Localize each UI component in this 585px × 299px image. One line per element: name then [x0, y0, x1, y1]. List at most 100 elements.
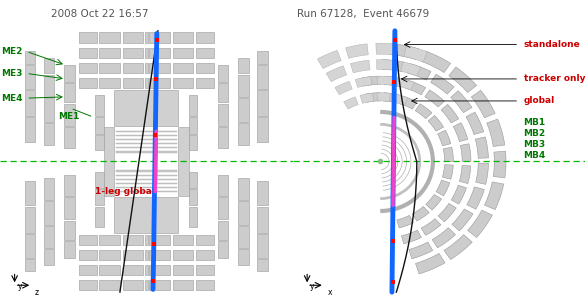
Wedge shape [442, 165, 453, 179]
Bar [149, 33, 170, 43]
Wedge shape [407, 64, 431, 80]
Bar [196, 63, 214, 73]
Wedge shape [436, 180, 450, 196]
Wedge shape [459, 165, 471, 184]
Bar [115, 191, 177, 193]
Bar [123, 280, 143, 290]
Text: MB1: MB1 [524, 118, 546, 127]
Bar [218, 65, 228, 82]
Bar [44, 178, 54, 200]
Bar [64, 127, 75, 148]
Bar [95, 173, 104, 187]
Bar [123, 265, 143, 275]
Bar [196, 265, 214, 275]
Bar [44, 249, 54, 265]
Bar [123, 33, 143, 43]
Text: MB2: MB2 [524, 129, 546, 138]
Bar [115, 135, 177, 136]
Bar [173, 63, 193, 73]
Wedge shape [432, 228, 456, 248]
Wedge shape [365, 93, 380, 102]
Bar [25, 207, 35, 233]
Bar [95, 207, 104, 228]
Wedge shape [438, 203, 456, 222]
Bar [115, 147, 177, 148]
Wedge shape [452, 209, 473, 231]
Text: 1-leg global: 1-leg global [95, 187, 155, 196]
Bar [99, 78, 120, 88]
Wedge shape [405, 80, 425, 95]
Bar [64, 65, 75, 82]
Bar [99, 48, 120, 58]
Bar [95, 95, 104, 116]
Bar [25, 234, 35, 258]
Wedge shape [350, 60, 370, 73]
Bar [79, 265, 97, 275]
Wedge shape [438, 130, 451, 146]
Bar [115, 179, 177, 180]
Text: z: z [35, 288, 39, 297]
Bar [123, 63, 143, 73]
Bar [99, 280, 120, 290]
Bar [196, 280, 214, 290]
Wedge shape [451, 185, 466, 204]
Bar [79, 235, 97, 245]
Wedge shape [415, 254, 445, 274]
Bar [218, 221, 228, 240]
Bar [218, 127, 228, 148]
Bar [239, 75, 249, 97]
Wedge shape [326, 66, 347, 82]
Wedge shape [466, 112, 484, 135]
Bar [44, 58, 54, 74]
Text: Run 67128,  Event 46679: Run 67128, Event 46679 [297, 9, 429, 19]
Wedge shape [428, 115, 443, 131]
Bar [95, 118, 104, 134]
Bar [115, 187, 177, 188]
Bar [104, 127, 114, 196]
Bar [149, 78, 170, 88]
Wedge shape [487, 119, 505, 147]
Wedge shape [404, 46, 428, 62]
Bar [95, 135, 104, 150]
Bar [123, 48, 143, 58]
Wedge shape [449, 67, 477, 92]
Text: y: y [18, 283, 22, 292]
Bar [44, 226, 54, 248]
Bar [257, 259, 267, 271]
Wedge shape [317, 50, 341, 68]
Bar [196, 78, 214, 88]
Wedge shape [472, 90, 495, 118]
Bar [188, 135, 198, 150]
Bar [145, 235, 147, 245]
Bar [123, 250, 143, 260]
Wedge shape [376, 43, 398, 55]
Bar [173, 48, 193, 58]
Bar [173, 265, 193, 275]
Wedge shape [384, 93, 399, 103]
Bar [188, 173, 198, 187]
Bar [239, 249, 249, 265]
Bar [218, 104, 228, 126]
Bar [64, 83, 75, 102]
Wedge shape [444, 235, 472, 260]
Wedge shape [467, 210, 493, 237]
Bar [173, 280, 193, 290]
Bar [123, 235, 143, 245]
Text: ME3: ME3 [2, 69, 23, 78]
Bar [196, 235, 214, 245]
Bar [239, 178, 249, 200]
Bar [115, 183, 177, 184]
Wedge shape [397, 78, 414, 90]
Bar [173, 235, 193, 245]
Wedge shape [360, 93, 374, 103]
Bar [145, 63, 147, 73]
Bar [64, 197, 75, 219]
Wedge shape [384, 76, 404, 87]
Wedge shape [377, 76, 393, 85]
Wedge shape [390, 44, 419, 60]
Bar [79, 280, 97, 290]
Bar [44, 98, 54, 122]
Wedge shape [415, 104, 432, 119]
Bar [115, 143, 177, 144]
Bar [188, 95, 198, 116]
